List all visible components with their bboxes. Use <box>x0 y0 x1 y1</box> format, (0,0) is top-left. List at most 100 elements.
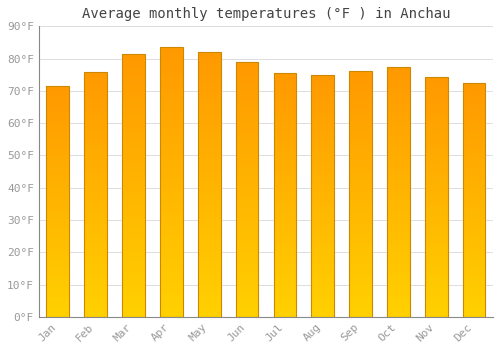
Bar <box>425 278 448 281</box>
Bar <box>425 296 448 299</box>
Bar <box>122 179 145 182</box>
Bar <box>46 97 69 100</box>
Bar <box>312 211 334 214</box>
Bar <box>425 269 448 272</box>
Bar <box>46 144 69 146</box>
Bar <box>160 84 182 88</box>
Bar <box>387 145 410 148</box>
Bar <box>46 253 69 256</box>
Bar <box>160 276 182 280</box>
Bar <box>236 103 258 106</box>
Bar <box>160 159 182 162</box>
Bar <box>349 314 372 317</box>
Bar <box>312 238 334 241</box>
Bar <box>236 189 258 193</box>
Bar <box>463 264 485 267</box>
Bar <box>46 149 69 152</box>
Bar <box>46 152 69 155</box>
Bar <box>425 311 448 314</box>
Bar <box>122 287 145 290</box>
Bar <box>236 272 258 275</box>
Bar <box>160 236 182 239</box>
Bar <box>46 216 69 218</box>
Bar <box>312 229 334 232</box>
Bar <box>387 67 410 317</box>
Bar <box>160 142 182 145</box>
Bar <box>463 139 485 142</box>
Bar <box>387 136 410 139</box>
Bar <box>387 167 410 170</box>
Bar <box>46 89 69 91</box>
Bar <box>349 136 372 139</box>
Bar <box>236 110 258 113</box>
Bar <box>46 308 69 311</box>
Bar <box>122 84 145 87</box>
Bar <box>349 228 372 231</box>
Bar <box>46 164 69 167</box>
Bar <box>160 71 182 74</box>
Bar <box>84 286 107 289</box>
Bar <box>160 108 182 111</box>
Bar <box>387 279 410 282</box>
Bar <box>236 113 258 116</box>
Bar <box>122 304 145 307</box>
Bar <box>236 275 258 279</box>
Bar <box>160 223 182 226</box>
Bar <box>387 251 410 254</box>
Bar <box>312 111 334 114</box>
Bar <box>349 87 372 90</box>
Bar <box>274 91 296 95</box>
Bar <box>312 284 334 287</box>
Bar <box>349 71 372 75</box>
Bar <box>46 279 69 282</box>
Bar <box>122 113 145 117</box>
Bar <box>236 266 258 269</box>
Bar <box>84 139 107 142</box>
Bar <box>387 211 410 214</box>
Bar <box>122 61 145 64</box>
Bar <box>274 73 296 76</box>
Bar <box>236 78 258 81</box>
Bar <box>122 58 145 61</box>
Bar <box>463 95 485 98</box>
Bar <box>387 242 410 245</box>
Bar <box>236 81 258 84</box>
Bar <box>46 86 69 89</box>
Bar <box>46 218 69 222</box>
Bar <box>122 245 145 248</box>
Bar <box>122 281 145 284</box>
Bar <box>349 283 372 286</box>
Bar <box>312 223 334 226</box>
Bar <box>274 250 296 253</box>
Bar <box>463 145 485 148</box>
Bar <box>236 186 258 189</box>
Bar <box>463 296 485 299</box>
Bar <box>198 244 220 247</box>
Bar <box>46 114 69 118</box>
Bar <box>425 221 448 224</box>
Bar <box>84 84 107 87</box>
Bar <box>425 176 448 179</box>
Bar <box>274 186 296 189</box>
Bar <box>349 280 372 283</box>
Bar <box>84 75 107 78</box>
Bar <box>122 133 145 136</box>
Bar <box>274 137 296 140</box>
Bar <box>198 310 220 314</box>
Bar <box>425 212 448 215</box>
Bar <box>84 243 107 246</box>
Bar <box>274 168 296 170</box>
Bar <box>349 114 372 118</box>
Bar <box>425 164 448 167</box>
Bar <box>236 294 258 298</box>
Bar <box>312 302 334 305</box>
Bar <box>236 202 258 205</box>
Bar <box>84 167 107 170</box>
Bar <box>198 208 220 211</box>
Bar <box>425 161 448 164</box>
Bar <box>387 304 410 307</box>
Bar <box>463 261 485 264</box>
Bar <box>198 92 220 95</box>
Bar <box>236 119 258 122</box>
Bar <box>463 250 485 253</box>
